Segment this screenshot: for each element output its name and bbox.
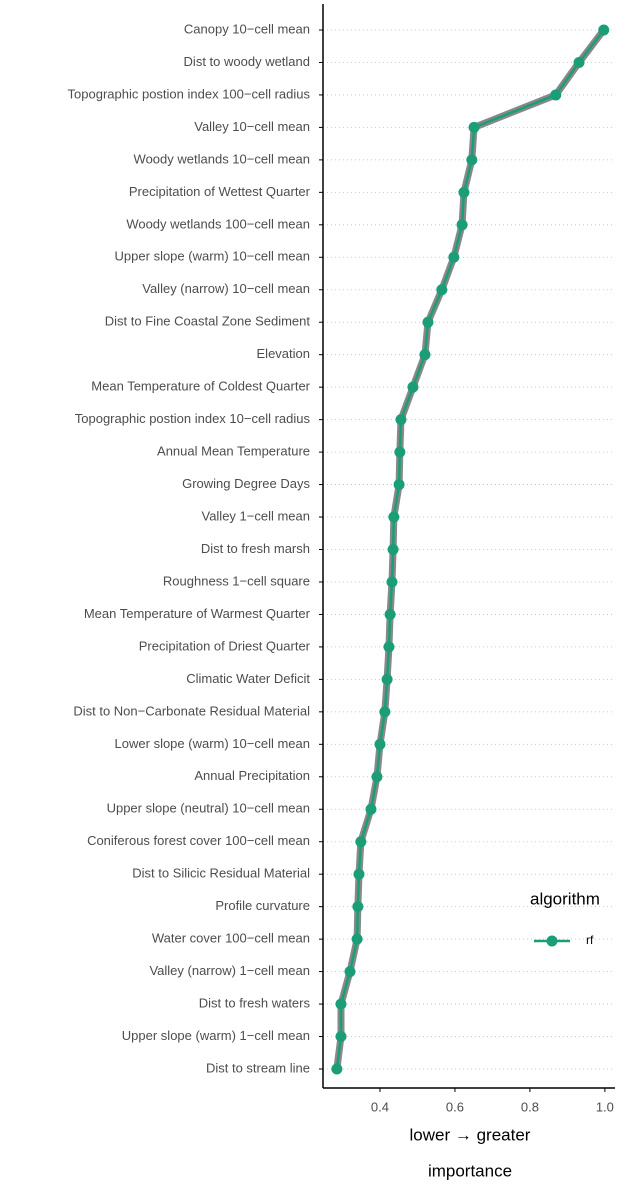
y-tick-label: Dist to Fine Coastal Zone Sediment [105,314,311,329]
y-tick-label: Woody wetlands 100−cell mean [126,216,310,231]
point [468,121,480,133]
y-tick-label: Valley 1−cell mean [201,508,310,523]
y-tick-label: Upper slope (neutral) 10−cell mean [107,801,310,816]
point [355,836,367,848]
y-tick-label: Valley 10−cell mean [194,119,310,134]
x-tick-label: 0.6 [446,1099,464,1114]
point [436,284,448,296]
y-tick-label: Canopy 10−cell mean [184,21,310,36]
point [383,641,395,653]
y-tick-label: Profile curvature [215,898,310,913]
point [365,803,377,815]
point [393,479,405,491]
point [344,966,356,978]
y-tick-label: Dist to woody wetland [184,54,310,69]
y-tick-label: Roughness 1−cell square [163,573,310,588]
y-tick-label: Growing Degree Days [182,476,310,491]
x-tick-label: 0.8 [521,1099,539,1114]
point [386,576,398,588]
point [422,316,434,328]
y-tick-label: Elevation [257,346,310,361]
point [381,673,393,685]
point [448,251,460,263]
point [458,186,470,198]
y-tick-label: Mean Temperature of Warmest Quarter [84,606,311,621]
point [351,933,363,945]
y-tick-label: Annual Mean Temperature [157,444,310,459]
y-tick-label: Lower slope (warm) 10−cell mean [115,736,310,751]
y-tick-label: Dist to fresh waters [199,996,311,1011]
y-tick-label: Precipitation of Wettest Quarter [129,184,311,199]
x-tick-label: 1.0 [596,1099,614,1114]
point [379,706,391,718]
point [419,349,431,361]
y-tick-label: Upper slope (warm) 1−cell mean [122,1028,310,1043]
point [331,1063,343,1075]
x-axis-label: importance [428,1161,512,1180]
point [573,56,585,68]
y-tick-label: Dist to Silicic Residual Material [132,866,310,881]
point [550,89,562,101]
y-tick-label: Climatic Water Deficit [186,671,310,686]
point [394,446,406,458]
point [371,771,383,783]
y-tick-label: Valley (narrow) 1−cell mean [149,963,310,978]
y-tick-label: Precipitation of Driest Quarter [139,638,311,653]
point [395,414,407,426]
point [387,544,399,555]
y-tick-label: Valley (narrow) 10−cell mean [142,281,310,296]
point [352,901,364,913]
point [384,608,396,620]
point [335,998,347,1010]
y-tick-label: Topographic postion index 100−cell radiu… [68,86,311,101]
y-tick-label: Mean Temperature of Coldest Quarter [91,379,310,394]
point [374,738,386,750]
y-tick-label: Coniferous forest cover 100−cell mean [87,833,310,848]
y-tick-label: Dist to Non−Carbonate Residual Material [73,703,310,718]
legend-point [546,935,558,947]
point [353,868,365,880]
x-tick-label: 0.4 [371,1099,389,1114]
y-tick-label: Topographic postion index 10−cell radius [75,411,311,426]
point [388,511,400,523]
point [335,1031,347,1043]
x-axis-label: lower → greater [410,1125,531,1144]
y-tick-label: Dist to stream line [206,1060,310,1075]
y-tick-label: Dist to fresh marsh [201,541,310,556]
point [598,24,610,36]
point [407,381,419,393]
y-tick-label: Upper slope (warm) 10−cell mean [115,249,310,264]
point [456,219,468,231]
y-tick-label: Water cover 100−cell mean [152,931,310,946]
y-tick-label: Annual Precipitation [194,768,310,783]
y-tick-label: Woody wetlands 10−cell mean [134,151,310,166]
legend-label: rf [586,933,594,947]
point [466,154,478,166]
legend-title: algorithm [530,889,600,908]
